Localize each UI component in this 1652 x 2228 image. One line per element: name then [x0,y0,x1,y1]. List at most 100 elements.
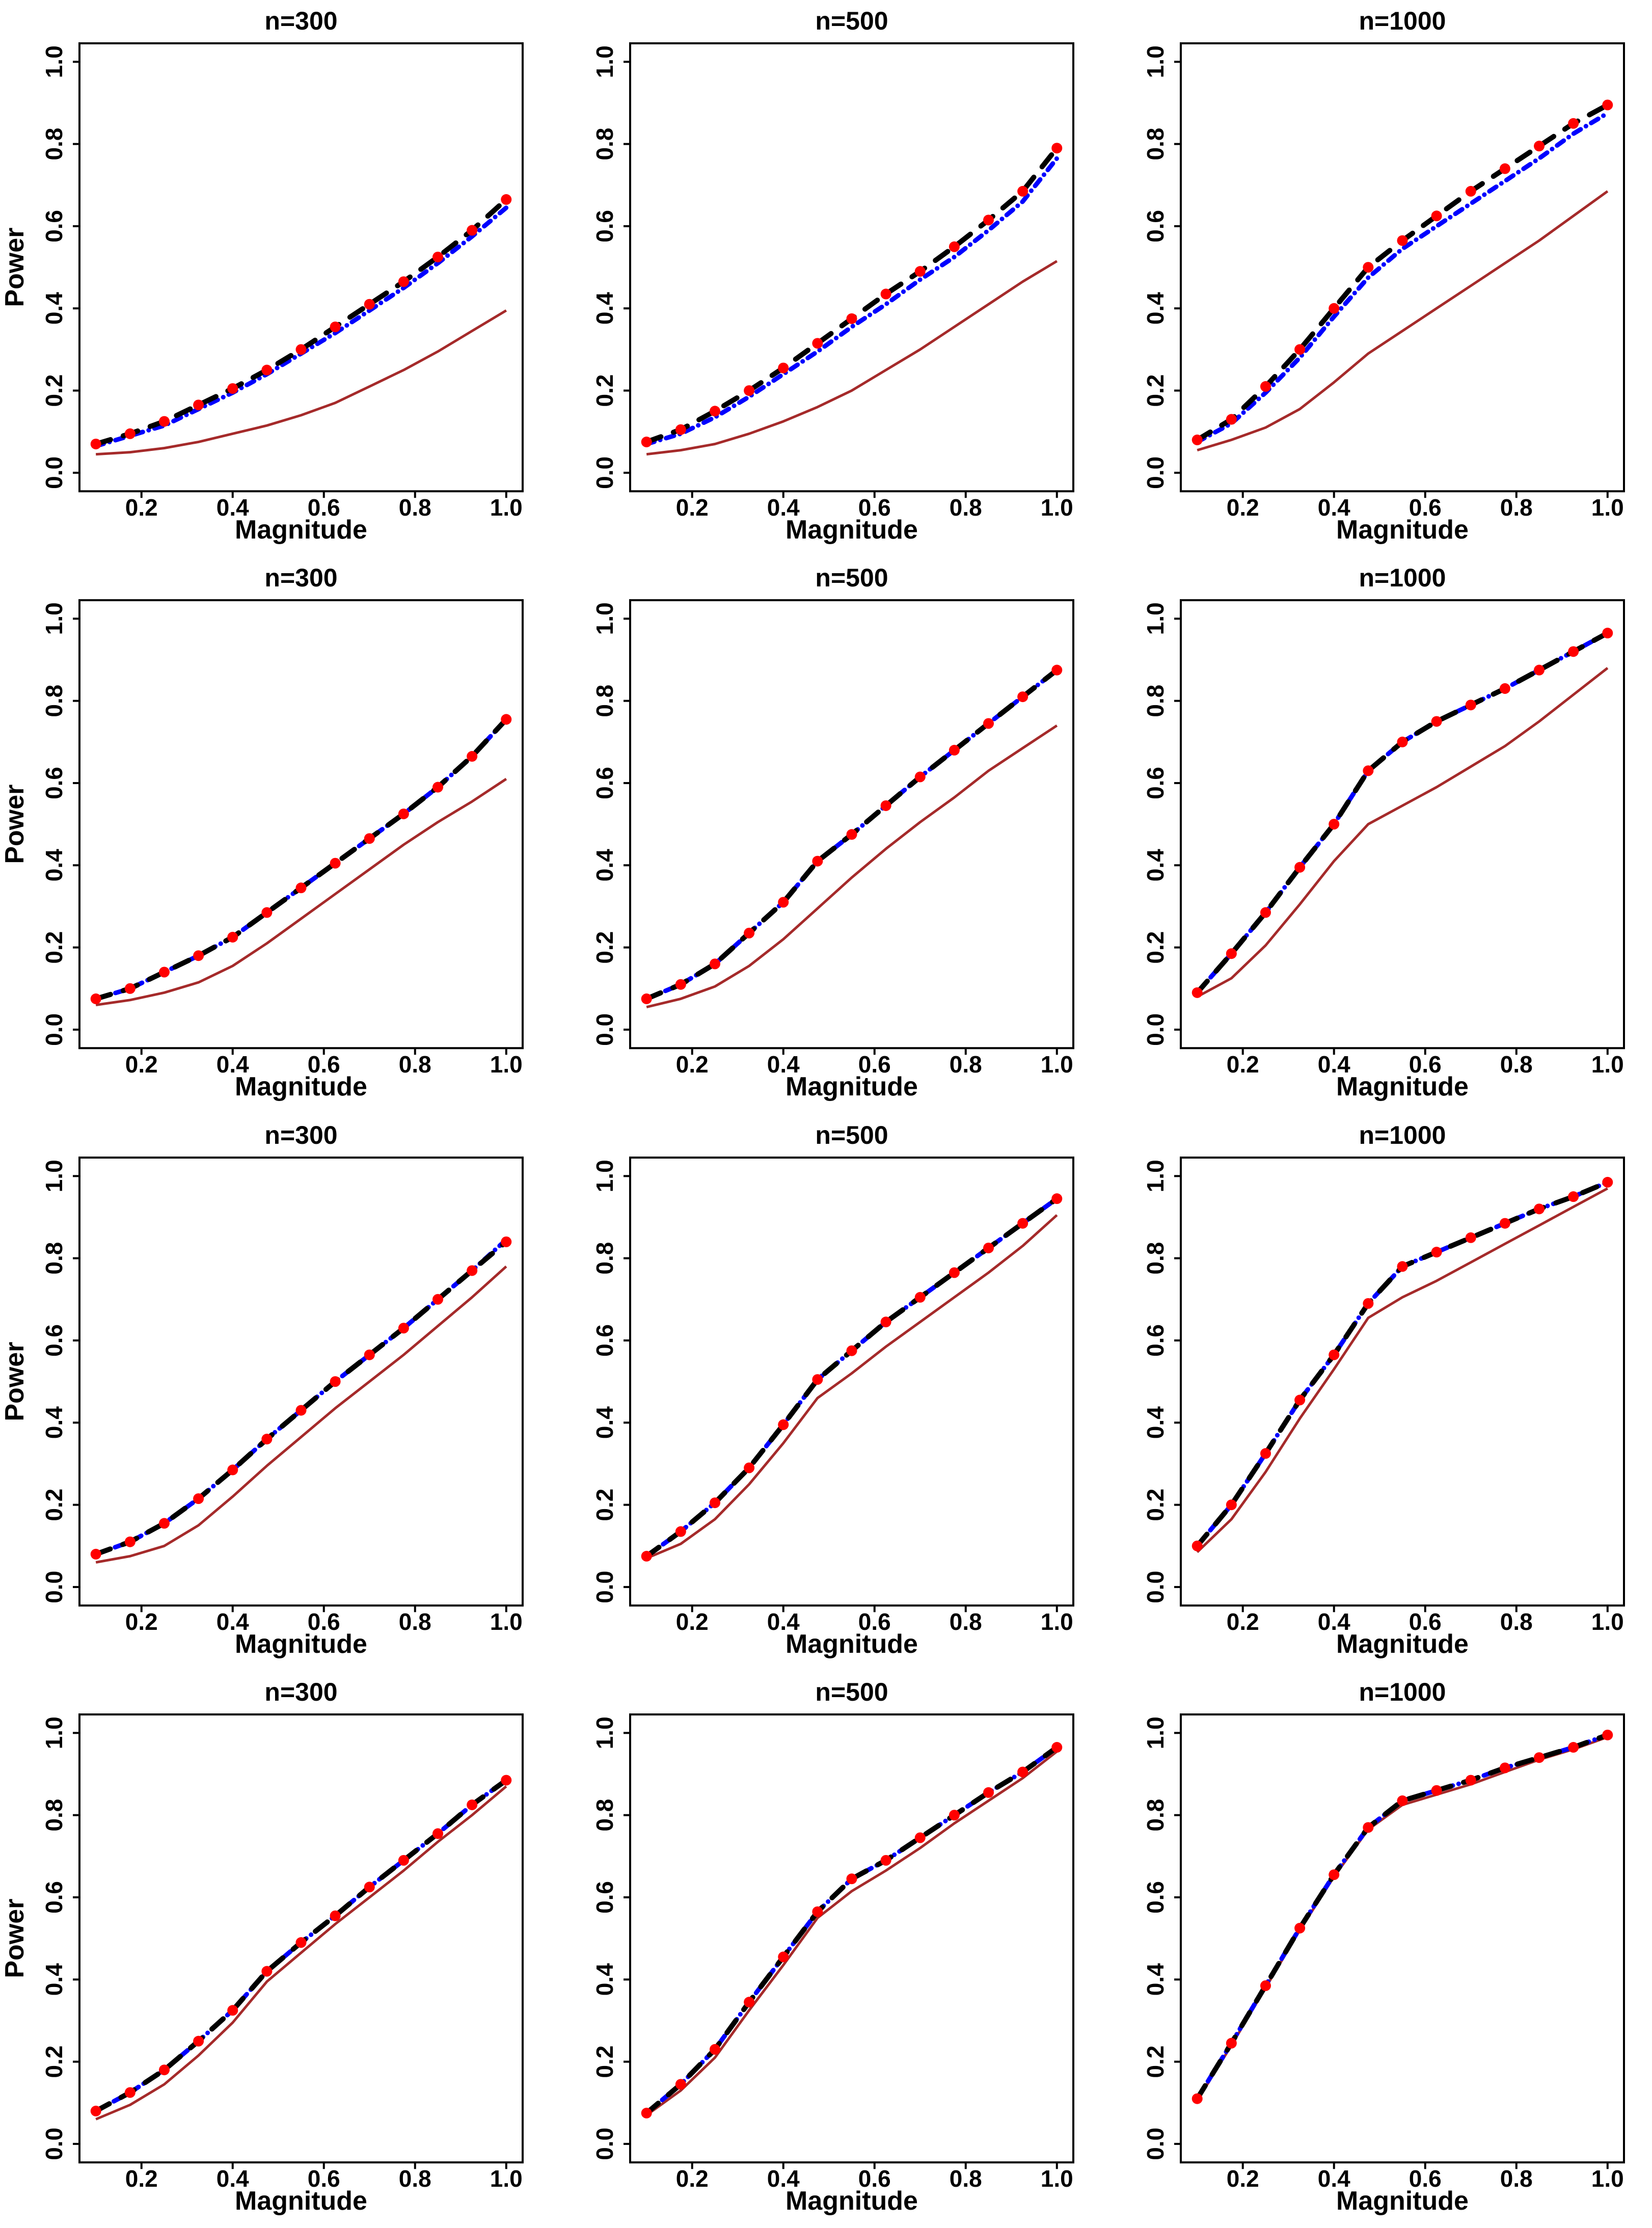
y-tick-label: 0.0 [1142,1013,1169,1046]
x-axis-label: Magnitude [1336,515,1469,545]
plot-box [78,1713,524,2163]
series-blue-dashdot [1195,111,1610,444]
x-tick-label: 0.4 [1318,1608,1350,1635]
y-axis-label: Power [0,228,30,307]
y-tick-label: 0.8 [591,685,618,717]
x-tick-label: 0.2 [1227,494,1259,521]
series-black-dashed [1195,630,1610,996]
series-red-points [641,1741,1063,2118]
x-tick-label: 0.2 [125,1051,158,1078]
x-tick-label: 0.8 [950,2165,982,2192]
plot-box [629,1713,1074,2163]
series-black-dashed [93,717,509,1002]
y-tick-label: 0.2 [1142,374,1169,407]
plot-panel-r4c3: n=1000 0.2 0.4 0.6 0.8 1.0 0.0 0.2 0.4 0.6 0.8 1.0 M… [1101,1671,1652,2228]
y-tick-label: 0.4 [591,849,618,881]
y-tick-label: 0.6 [41,1881,67,1914]
panel-title: n=500 [815,1121,888,1149]
series-red-points [90,714,512,1005]
y-tick-label: 0.2 [41,2045,67,2078]
y-tick-label: 0.6 [1142,1881,1169,1914]
y-tick-label: 0.8 [1142,128,1169,160]
y-tick-label: 0.6 [1142,1324,1169,1356]
series-black-dashed [644,1196,1060,1559]
y-tick-label: 0.8 [41,1798,67,1831]
x-tick-label: 0.6 [858,1051,891,1078]
y-tick-label: 0.8 [1142,685,1169,717]
plot-panel-r3c1: n=300 0.2 0.4 0.6 0.8 1.0 0.0 0.2 0.4 0.6 0.8 1.0 Ma… [0,1114,551,1671]
x-tick-label: 1.0 [1591,1608,1624,1635]
plot-box [78,1156,524,1606]
series-red-points [641,1193,1063,1562]
x-axis-label: Magnitude [1336,2186,1469,2216]
panel-title: n=500 [815,7,888,35]
plot-svg: n=300 0.2 0.4 0.6 0.8 1.0 0.0 0.2 0.4 0.6 0.8 1.0 Ma… [0,1678,524,2216]
y-tick-label: 0.0 [41,1013,67,1046]
y-tick-label: 1.0 [1142,603,1169,635]
series-blue-dashdot [1195,631,1610,996]
panel-title: n=1000 [1359,563,1446,592]
plot-svg: n=500 0.2 0.4 0.6 0.8 1.0 0.0 0.2 0.4 0.6 0.8 1.0 Ma… [591,7,1074,545]
series-red-points [1191,1729,1613,2104]
x-tick-label: 1.0 [1041,1608,1073,1635]
y-tick-label: 0.2 [591,931,618,964]
plot-svg: n=500 0.2 0.4 0.6 0.8 1.0 0.0 0.2 0.4 0.6 0.8 1.0 Ma… [591,1121,1074,1659]
y-axis-label: Power [0,1898,30,1978]
series-blue-dashdot [644,1744,1060,2115]
y-tick-label: 0.8 [1142,1798,1169,1831]
x-tick-label: 0.8 [399,1608,431,1635]
x-tick-label: 0.2 [125,1608,158,1635]
series-blue-dashdot [644,1196,1060,1559]
series-blue-dashdot [93,205,509,449]
x-tick-label: 0.8 [950,1608,982,1635]
y-tick-label: 0.4 [1142,1963,1169,1996]
y-tick-label: 0.8 [41,128,67,160]
plot-panel-r1c2: n=500 0.2 0.4 0.6 0.8 1.0 0.0 0.2 0.4 0.6 0.8 1.0 Ma… [551,0,1101,557]
y-tick-label: 1.0 [1142,1160,1169,1192]
series-darkred-solid [1196,1735,1608,2102]
series-darkred-solid [1197,667,1609,998]
x-tick-label: 1.0 [1591,1051,1624,1078]
x-axis-label: Magnitude [1336,1072,1469,1102]
panel-title: n=300 [264,563,337,592]
y-tick-label: 0.0 [41,2128,67,2160]
series-darkred-solid [646,1214,1058,1560]
plot-box [629,599,1074,1050]
x-tick-label: 0.2 [676,1051,709,1078]
plot-svg: n=300 0.2 0.4 0.6 0.8 1.0 0.0 0.2 0.4 0.6 0.8 1.0 Ma… [0,563,524,1102]
plot-box [78,599,524,1050]
x-tick-label: 1.0 [1041,494,1073,521]
series-red-points [1191,1176,1613,1551]
series-black-dashed [1195,1732,1610,2101]
y-tick-label: 0.6 [1142,210,1169,243]
series-darkred-solid [95,1785,507,2120]
x-axis-label: Magnitude [786,1072,918,1102]
x-tick-label: 1.0 [490,1608,523,1635]
y-tick-label: 0.8 [41,1242,67,1274]
series-darkred-solid [1196,1187,1608,1553]
y-tick-label: 0.2 [591,1488,618,1521]
series-darkred-solid [645,1750,1058,2116]
y-tick-label: 0.4 [41,1963,67,1996]
plot-box [629,42,1074,493]
plot-svg: n=500 0.2 0.4 0.6 0.8 1.0 0.0 0.2 0.4 0.6 0.8 1.0 Ma… [591,563,1074,1102]
x-axis-label: Magnitude [235,1629,367,1659]
y-tick-label: 0.2 [1142,931,1169,964]
x-tick-label: 0.6 [1409,1051,1442,1078]
x-tick-label: 0.4 [767,1608,800,1635]
y-tick-label: 0.2 [1142,1488,1169,1521]
plot-box [1180,42,1625,493]
plot-panel-r2c3: n=1000 0.2 0.4 0.6 0.8 1.0 0.0 0.2 0.4 0.6 0.8 1.0 M… [1101,557,1652,1114]
x-tick-label: 0.4 [1318,1051,1350,1078]
panel-title: n=300 [264,7,337,35]
x-tick-label: 0.4 [216,1051,249,1078]
x-tick-label: 0.6 [308,494,340,521]
x-tick-label: 1.0 [490,1051,523,1078]
y-tick-label: 0.0 [1142,1570,1169,1603]
x-tick-label: 0.4 [216,494,249,521]
y-tick-label: 0.6 [41,1324,67,1356]
y-tick-label: 1.0 [1142,1716,1169,1749]
series-black-dashed [644,145,1060,445]
y-tick-label: 0.4 [591,1406,618,1438]
y-tick-label: 0.4 [591,292,618,325]
